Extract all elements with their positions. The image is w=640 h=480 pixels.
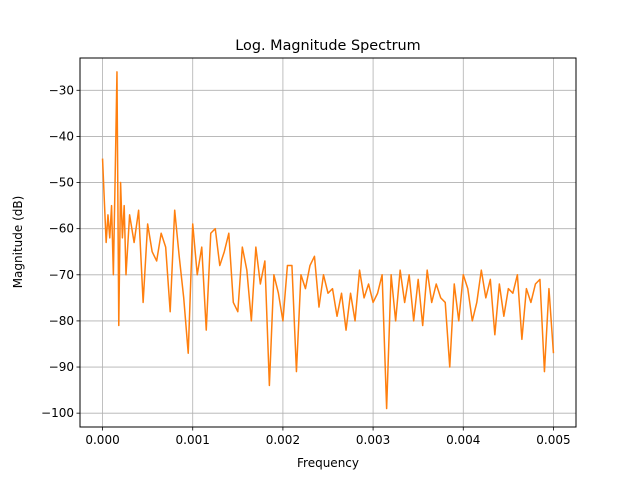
y-tick-label: −60 — [49, 222, 74, 236]
series-layer — [101, 71, 555, 410]
x-axis-label: Frequency — [297, 456, 359, 470]
y-tick-label: −70 — [49, 268, 74, 282]
y-tick-label: −80 — [49, 314, 74, 328]
x-axis-ticks: 0.000 0.001 0.002 0.003 0.004 0.005 — [85, 427, 571, 447]
x-tick-label: 0.002 — [266, 433, 300, 447]
x-tick-label: 0.004 — [446, 433, 480, 447]
y-tick-label: −40 — [49, 129, 74, 143]
y-tick-label: −50 — [49, 176, 74, 190]
plot-frame — [79, 57, 577, 428]
x-tick-label: 0.005 — [536, 433, 570, 447]
x-tick-label: 0.003 — [356, 433, 390, 447]
x-tick-label: 0.001 — [176, 433, 210, 447]
x-tick-label: 0.000 — [85, 433, 119, 447]
y-tick-label: −100 — [41, 406, 74, 420]
spectrum-line — [101, 71, 555, 410]
grid — [80, 58, 576, 427]
y-tick-label: −90 — [49, 360, 74, 374]
y-tick-label: −30 — [49, 83, 74, 97]
y-axis-ticks: −30 −40 −50 −60 −70 −80 −90 −100 — [41, 83, 80, 420]
y-axis-label: Magnitude (dB) — [11, 196, 25, 289]
chart-title: Log. Magnitude Spectrum — [235, 38, 420, 54]
